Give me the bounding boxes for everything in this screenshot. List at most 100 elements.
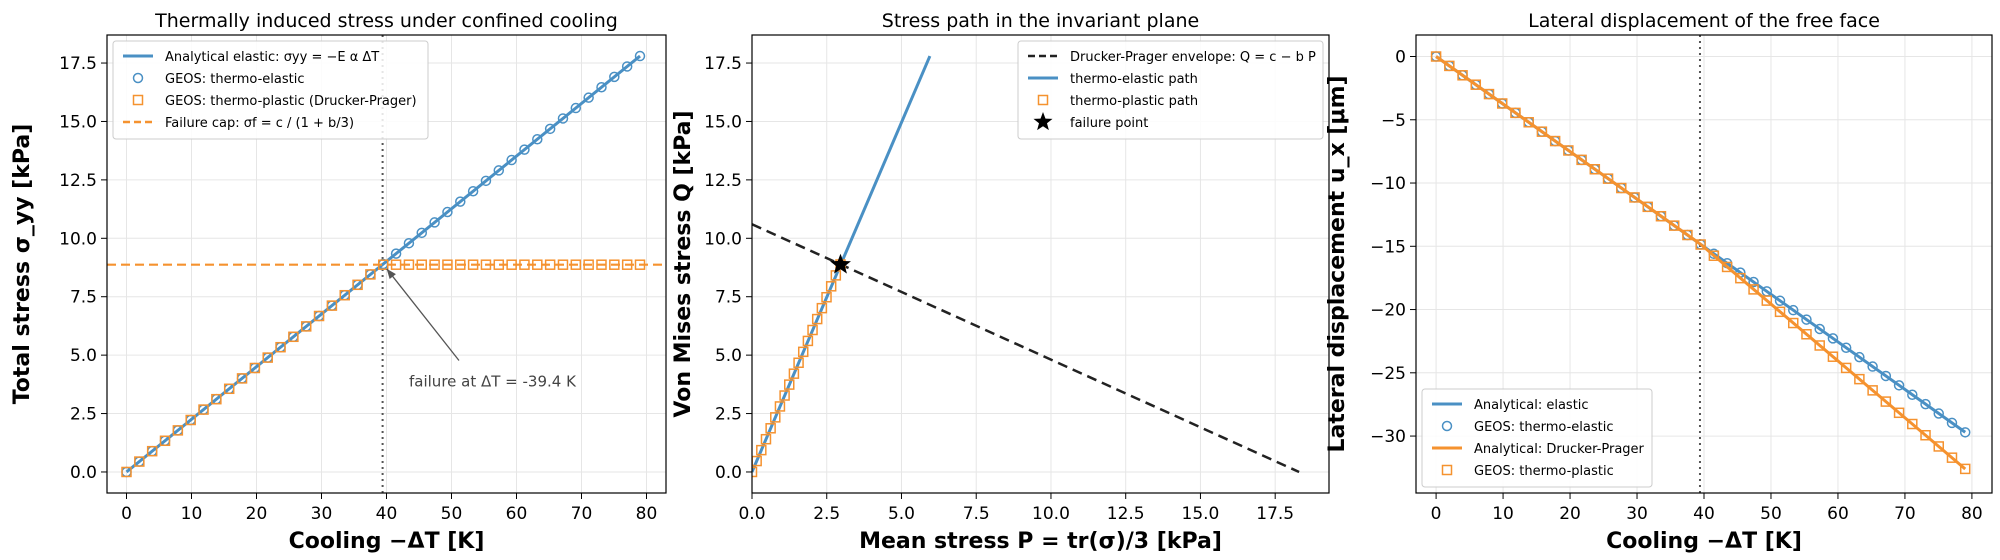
- data-point: [1814, 323, 1825, 335]
- data-point: [442, 206, 453, 218]
- data-point: [797, 346, 809, 358]
- x-tick-label: 10: [181, 504, 203, 524]
- data-point: [1563, 145, 1574, 156]
- data-point: [403, 237, 415, 249]
- x-tick-label: 30: [311, 504, 333, 524]
- plot-frame: [751, 34, 1330, 494]
- data-point: [185, 414, 196, 426]
- data-point: [1774, 295, 1786, 307]
- y-tick-label: 7.5: [715, 288, 742, 308]
- data-point: [774, 401, 786, 412]
- legend-swatch: [132, 94, 144, 106]
- data-point: [1893, 407, 1905, 419]
- data-point: [390, 248, 402, 259]
- data-point: [467, 185, 479, 197]
- y-tick-label: 10.0: [704, 229, 742, 249]
- y-tick-label: −25: [1370, 364, 1406, 384]
- x-tick-label: 60: [506, 504, 528, 524]
- legend-entry: thermo-plastic path: [1070, 94, 1198, 109]
- data-point: [288, 331, 299, 343]
- legend-entry: Analytical: Drucker-Prager: [1474, 442, 1645, 457]
- data-point: [752, 466, 758, 478]
- y-tick-label: −5: [1381, 111, 1406, 131]
- legend: Drucker-Prager envelope: Q = c − b P ther…: [1017, 40, 1324, 140]
- data-point: [1695, 239, 1706, 250]
- data-point: [1854, 351, 1865, 363]
- x-tick-label: 7.5: [963, 504, 990, 524]
- chart-1: failure at ΔT = -39.4 K 0 10 20 30 40 50 60 70 80…: [10, 10, 667, 554]
- data-point: [134, 456, 145, 467]
- y-tick-label: 15.0: [59, 112, 97, 132]
- data-point: [159, 435, 171, 447]
- y-tick-label: −30: [1370, 427, 1406, 447]
- legend-entry: failure point: [1070, 116, 1148, 131]
- data-point: [493, 165, 505, 176]
- data-point: [765, 423, 776, 434]
- x-axis-label: Cooling −ΔT [K]: [289, 529, 485, 554]
- x-tick-label: 12.5: [1107, 504, 1145, 524]
- data-point: [770, 412, 781, 423]
- data-point: [339, 289, 350, 301]
- chart-title: Thermally induced stress under confined …: [154, 10, 618, 32]
- data-point: [807, 324, 818, 336]
- y-tick-label: 5.0: [715, 346, 742, 366]
- data-point: [1655, 210, 1667, 222]
- data-point: [506, 154, 517, 166]
- x-tick-label: 80: [636, 504, 658, 524]
- data-point: [1880, 370, 1892, 382]
- data-point: [1668, 220, 1680, 231]
- data-point: [1959, 463, 1971, 475]
- x-tick-label: 80: [1961, 504, 1983, 524]
- data-point: [756, 444, 767, 456]
- data-point: [1787, 317, 1799, 329]
- data-point: [1748, 284, 1759, 295]
- data-point: [1629, 192, 1640, 203]
- x-axis-label: Cooling −ΔT [K]: [1606, 529, 1802, 554]
- data-point: [198, 404, 209, 415]
- data-point: [480, 175, 492, 187]
- data-point: [1470, 79, 1482, 90]
- data-point: [455, 196, 466, 207]
- data-point: [1827, 333, 1839, 344]
- data-point: [1642, 201, 1653, 213]
- chart-2: 0.0 2.5 5.0 7.5 10.0 12.5 15.0 17.5 0.0 2.5 5.0 7.5…: [671, 10, 1330, 554]
- data-point: [784, 379, 795, 390]
- data-point: [172, 425, 184, 436]
- legend-swatch: [132, 72, 144, 84]
- legend: Analytical elastic: σyy = −E α ΔT GEOS: t…: [112, 40, 429, 140]
- data-point: [1946, 452, 1958, 463]
- data-point: [1933, 441, 1945, 452]
- data-point: [621, 61, 633, 72]
- y-axis-label: Total stress σ_yy [kPa]: [10, 124, 35, 405]
- x-axis-label: Mean stress P = tr(σ)/3 [kPa]: [859, 529, 1222, 554]
- data-point: [544, 123, 556, 135]
- data-point: [570, 102, 582, 114]
- data-point: [1959, 427, 1971, 438]
- data-point: [1444, 60, 1455, 72]
- data-point: [1430, 51, 1442, 62]
- data-point: [1708, 250, 1720, 261]
- y-tick-label: 5.0: [70, 346, 97, 366]
- legend-entry: GEOS: thermo-plastic (Drucker-Prager): [165, 94, 417, 109]
- x-tick-label: 50: [1760, 504, 1782, 524]
- x-tick-label: 15.0: [1182, 504, 1220, 524]
- x-tick-label: 0: [1431, 504, 1442, 524]
- data-point: [416, 227, 428, 239]
- data-point: [1907, 418, 1918, 430]
- data-point: [352, 279, 363, 291]
- data-point: [1536, 126, 1548, 137]
- data-point: [1920, 429, 1931, 441]
- data-point: [1787, 304, 1799, 316]
- y-tick-label: 12.5: [704, 171, 742, 191]
- y-tick-label: −10: [1370, 174, 1406, 194]
- y-tick-label: 10.0: [59, 229, 97, 249]
- data-point: [583, 92, 594, 103]
- data-point: [146, 445, 158, 457]
- data-point: [1576, 154, 1587, 166]
- chart-title: Stress path in the invariant plane: [882, 10, 1199, 32]
- legend-swatch: [1441, 420, 1453, 432]
- y-tick-label: −15: [1370, 237, 1406, 257]
- data-point: [1748, 276, 1759, 288]
- data-point: [609, 71, 620, 83]
